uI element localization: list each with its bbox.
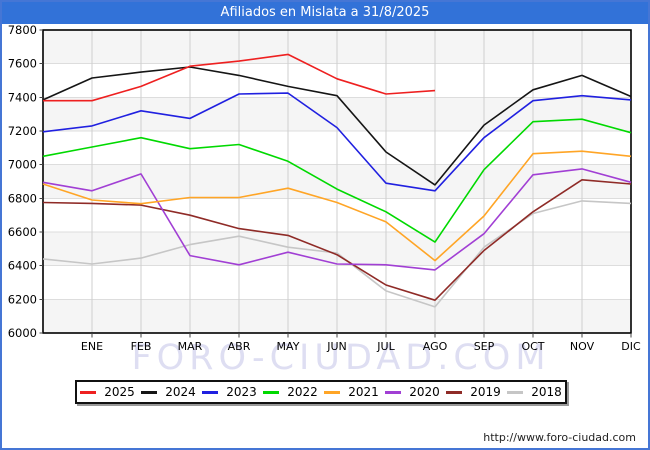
legend-item-2019: 2019 <box>446 385 501 399</box>
series-line-2022 <box>42 118 632 243</box>
legend-label-2023: 2023 <box>226 385 257 399</box>
legend-item-2024: 2024 <box>141 385 196 399</box>
legend-swatch-2021 <box>324 390 341 394</box>
legend: 2025 2024 2023 2022 2021 2020 2019 2018 <box>75 380 567 404</box>
x-tick-label: DIC <box>621 340 641 353</box>
x-tick-label: ENE <box>81 340 103 353</box>
watermark: FORO-CIUDAD.COM <box>131 338 551 378</box>
legend-swatch-2018 <box>507 390 524 394</box>
x-tick-label: MAY <box>277 340 300 353</box>
legend-label-2019: 2019 <box>470 385 501 399</box>
y-tick-label: 7400 <box>8 90 37 104</box>
series-line-2018 <box>42 200 632 308</box>
x-tick-label: AGO <box>423 340 448 353</box>
legend-label-2022: 2022 <box>287 385 318 399</box>
legend-item-2023: 2023 <box>202 385 257 399</box>
series-line-2025 <box>43 53 436 102</box>
y-tick-label: 6800 <box>8 191 37 205</box>
x-tick-label: OCT <box>521 340 544 353</box>
y-tick-label: 6600 <box>8 225 37 239</box>
series-line-2024 <box>42 66 632 186</box>
legend-label-2024: 2024 <box>165 385 196 399</box>
y-tick-label: 6000 <box>8 326 37 340</box>
y-tick-label: 7000 <box>8 158 37 172</box>
legend-label-2018: 2018 <box>531 385 562 399</box>
legend-item-2018: 2018 <box>507 385 562 399</box>
x-tick-label: JUN <box>326 340 347 353</box>
legend-item-2022: 2022 <box>263 385 318 399</box>
legend-label-2021: 2021 <box>348 385 379 399</box>
legend-swatch-2022 <box>263 390 280 394</box>
footer-url: http://www.foro-ciudad.com <box>483 431 636 444</box>
legend-swatch-2024 <box>141 390 158 394</box>
y-tick-label: 7800 <box>8 23 37 37</box>
legend-item-2025: 2025 <box>80 385 135 399</box>
x-tick-label: MAR <box>178 340 203 353</box>
x-tick-label: NOV <box>570 340 595 353</box>
x-tick-label: FEB <box>131 340 152 353</box>
y-tick-label: 7600 <box>8 57 37 71</box>
x-tick-label: ABR <box>228 340 251 353</box>
legend-swatch-2023 <box>202 390 219 394</box>
chart-title: Afiliados en Mislata a 31/8/2025 <box>2 2 648 24</box>
series-line-2021 <box>42 150 632 262</box>
legend-item-2020: 2020 <box>385 385 440 399</box>
x-tick-label: JUL <box>376 340 395 353</box>
series-line-2020 <box>42 168 632 271</box>
legend-swatch-2019 <box>446 390 463 394</box>
series-line-2023 <box>42 92 632 192</box>
y-tick-label: 6200 <box>8 292 37 306</box>
legend-label-2020: 2020 <box>409 385 440 399</box>
legend-swatch-2025 <box>80 390 97 394</box>
legend-label-2025: 2025 <box>104 385 135 399</box>
y-tick-label: 7200 <box>8 124 37 138</box>
legend-swatch-2020 <box>385 390 402 394</box>
x-tick-label: SEP <box>474 340 495 353</box>
y-tick-label: 6400 <box>8 259 37 273</box>
legend-item-2021: 2021 <box>324 385 379 399</box>
series-line-2019 <box>42 179 632 302</box>
